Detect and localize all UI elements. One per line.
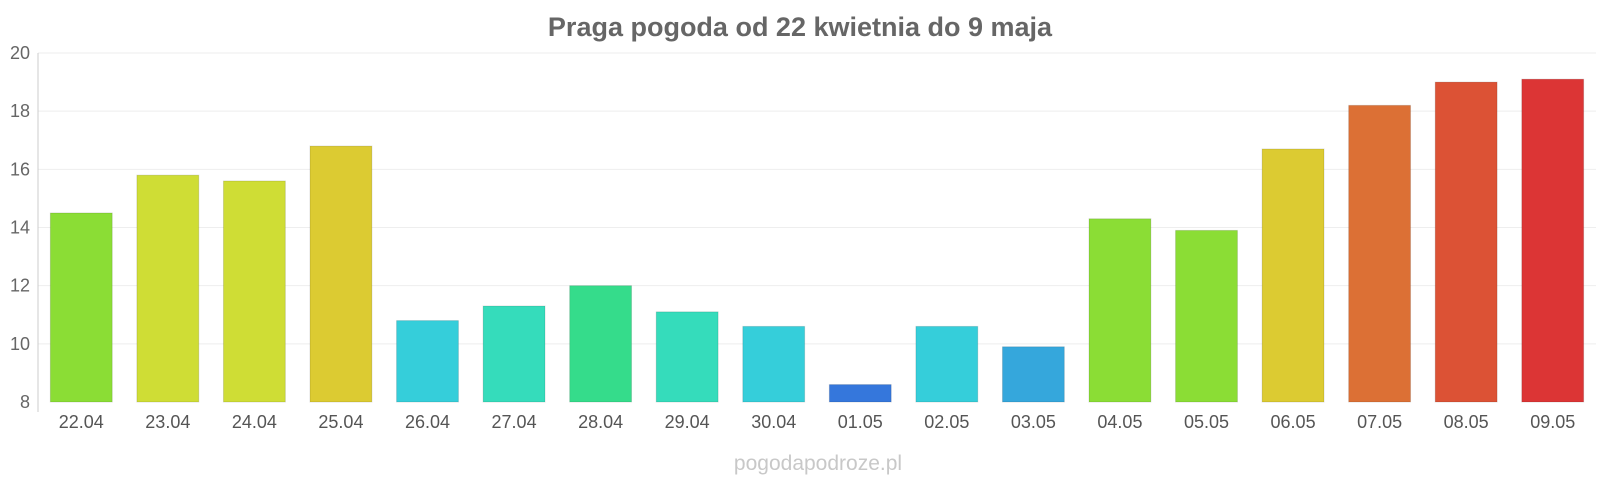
bar-22.04 xyxy=(49,212,113,403)
bar-08.05 xyxy=(1434,81,1498,403)
x-tick-label: 07.05 xyxy=(1357,412,1402,432)
y-tick-label: 12 xyxy=(10,276,30,296)
bar-30.04 xyxy=(742,325,806,403)
x-tick-label: 22.04 xyxy=(59,412,104,432)
y-tick-label: 10 xyxy=(10,334,30,354)
bar-09.05 xyxy=(1521,78,1585,403)
x-tick-label: 29.04 xyxy=(665,412,710,432)
chart-title: Praga pogoda od 22 kwietnia do 9 maja xyxy=(548,12,1053,42)
bar-02.05 xyxy=(915,325,979,403)
gridlines xyxy=(38,52,1596,345)
bar-01.05 xyxy=(828,384,892,403)
y-tick-label: 18 xyxy=(10,101,30,121)
x-tick-label: 04.05 xyxy=(1097,412,1142,432)
bar-07.05 xyxy=(1348,104,1412,403)
x-tick-label: 30.04 xyxy=(751,412,796,432)
bar-29.04 xyxy=(655,311,719,403)
y-tick-label: 8 xyxy=(20,392,30,412)
x-tick-label: 08.05 xyxy=(1444,412,1489,432)
bar-25.04 xyxy=(309,145,373,403)
bar-04.05 xyxy=(1088,218,1152,403)
x-tick-label: 06.05 xyxy=(1271,412,1316,432)
x-tick-label: 01.05 xyxy=(838,412,883,432)
y-tick-label: 16 xyxy=(10,159,30,179)
bar-03.05 xyxy=(1001,346,1065,403)
watermark: pogodapodroze.pl xyxy=(734,452,902,475)
bar-27.04 xyxy=(482,305,546,403)
x-tick-label: 26.04 xyxy=(405,412,450,432)
bar-05.05 xyxy=(1175,229,1238,403)
x-tick-label: 25.04 xyxy=(318,412,363,432)
bar-06.05 xyxy=(1261,148,1325,403)
bars xyxy=(49,78,1585,403)
x-tick-label: 23.04 xyxy=(145,412,190,432)
bar-23.04 xyxy=(136,174,200,403)
bar-26.04 xyxy=(396,320,459,403)
y-axis-ticks: 8 10 12 14 16 18 20 xyxy=(10,43,30,412)
x-tick-label: 02.05 xyxy=(924,412,969,432)
x-tick-label: 05.05 xyxy=(1184,412,1229,432)
x-tick-label: 28.04 xyxy=(578,412,623,432)
x-axis-ticks: 22.04 23.04 24.04 25.04 26.04 27.04 28.04 29.04… xyxy=(59,412,1575,432)
bar-28.04 xyxy=(569,285,633,403)
x-tick-label: 27.04 xyxy=(492,412,537,432)
y-tick-label: 20 xyxy=(10,43,30,63)
x-tick-label: 24.04 xyxy=(232,412,277,432)
y-tick-label: 14 xyxy=(10,218,30,238)
bar-24.04 xyxy=(222,180,286,403)
x-tick-label: 03.05 xyxy=(1011,412,1056,432)
x-tick-label: 09.05 xyxy=(1530,412,1575,432)
